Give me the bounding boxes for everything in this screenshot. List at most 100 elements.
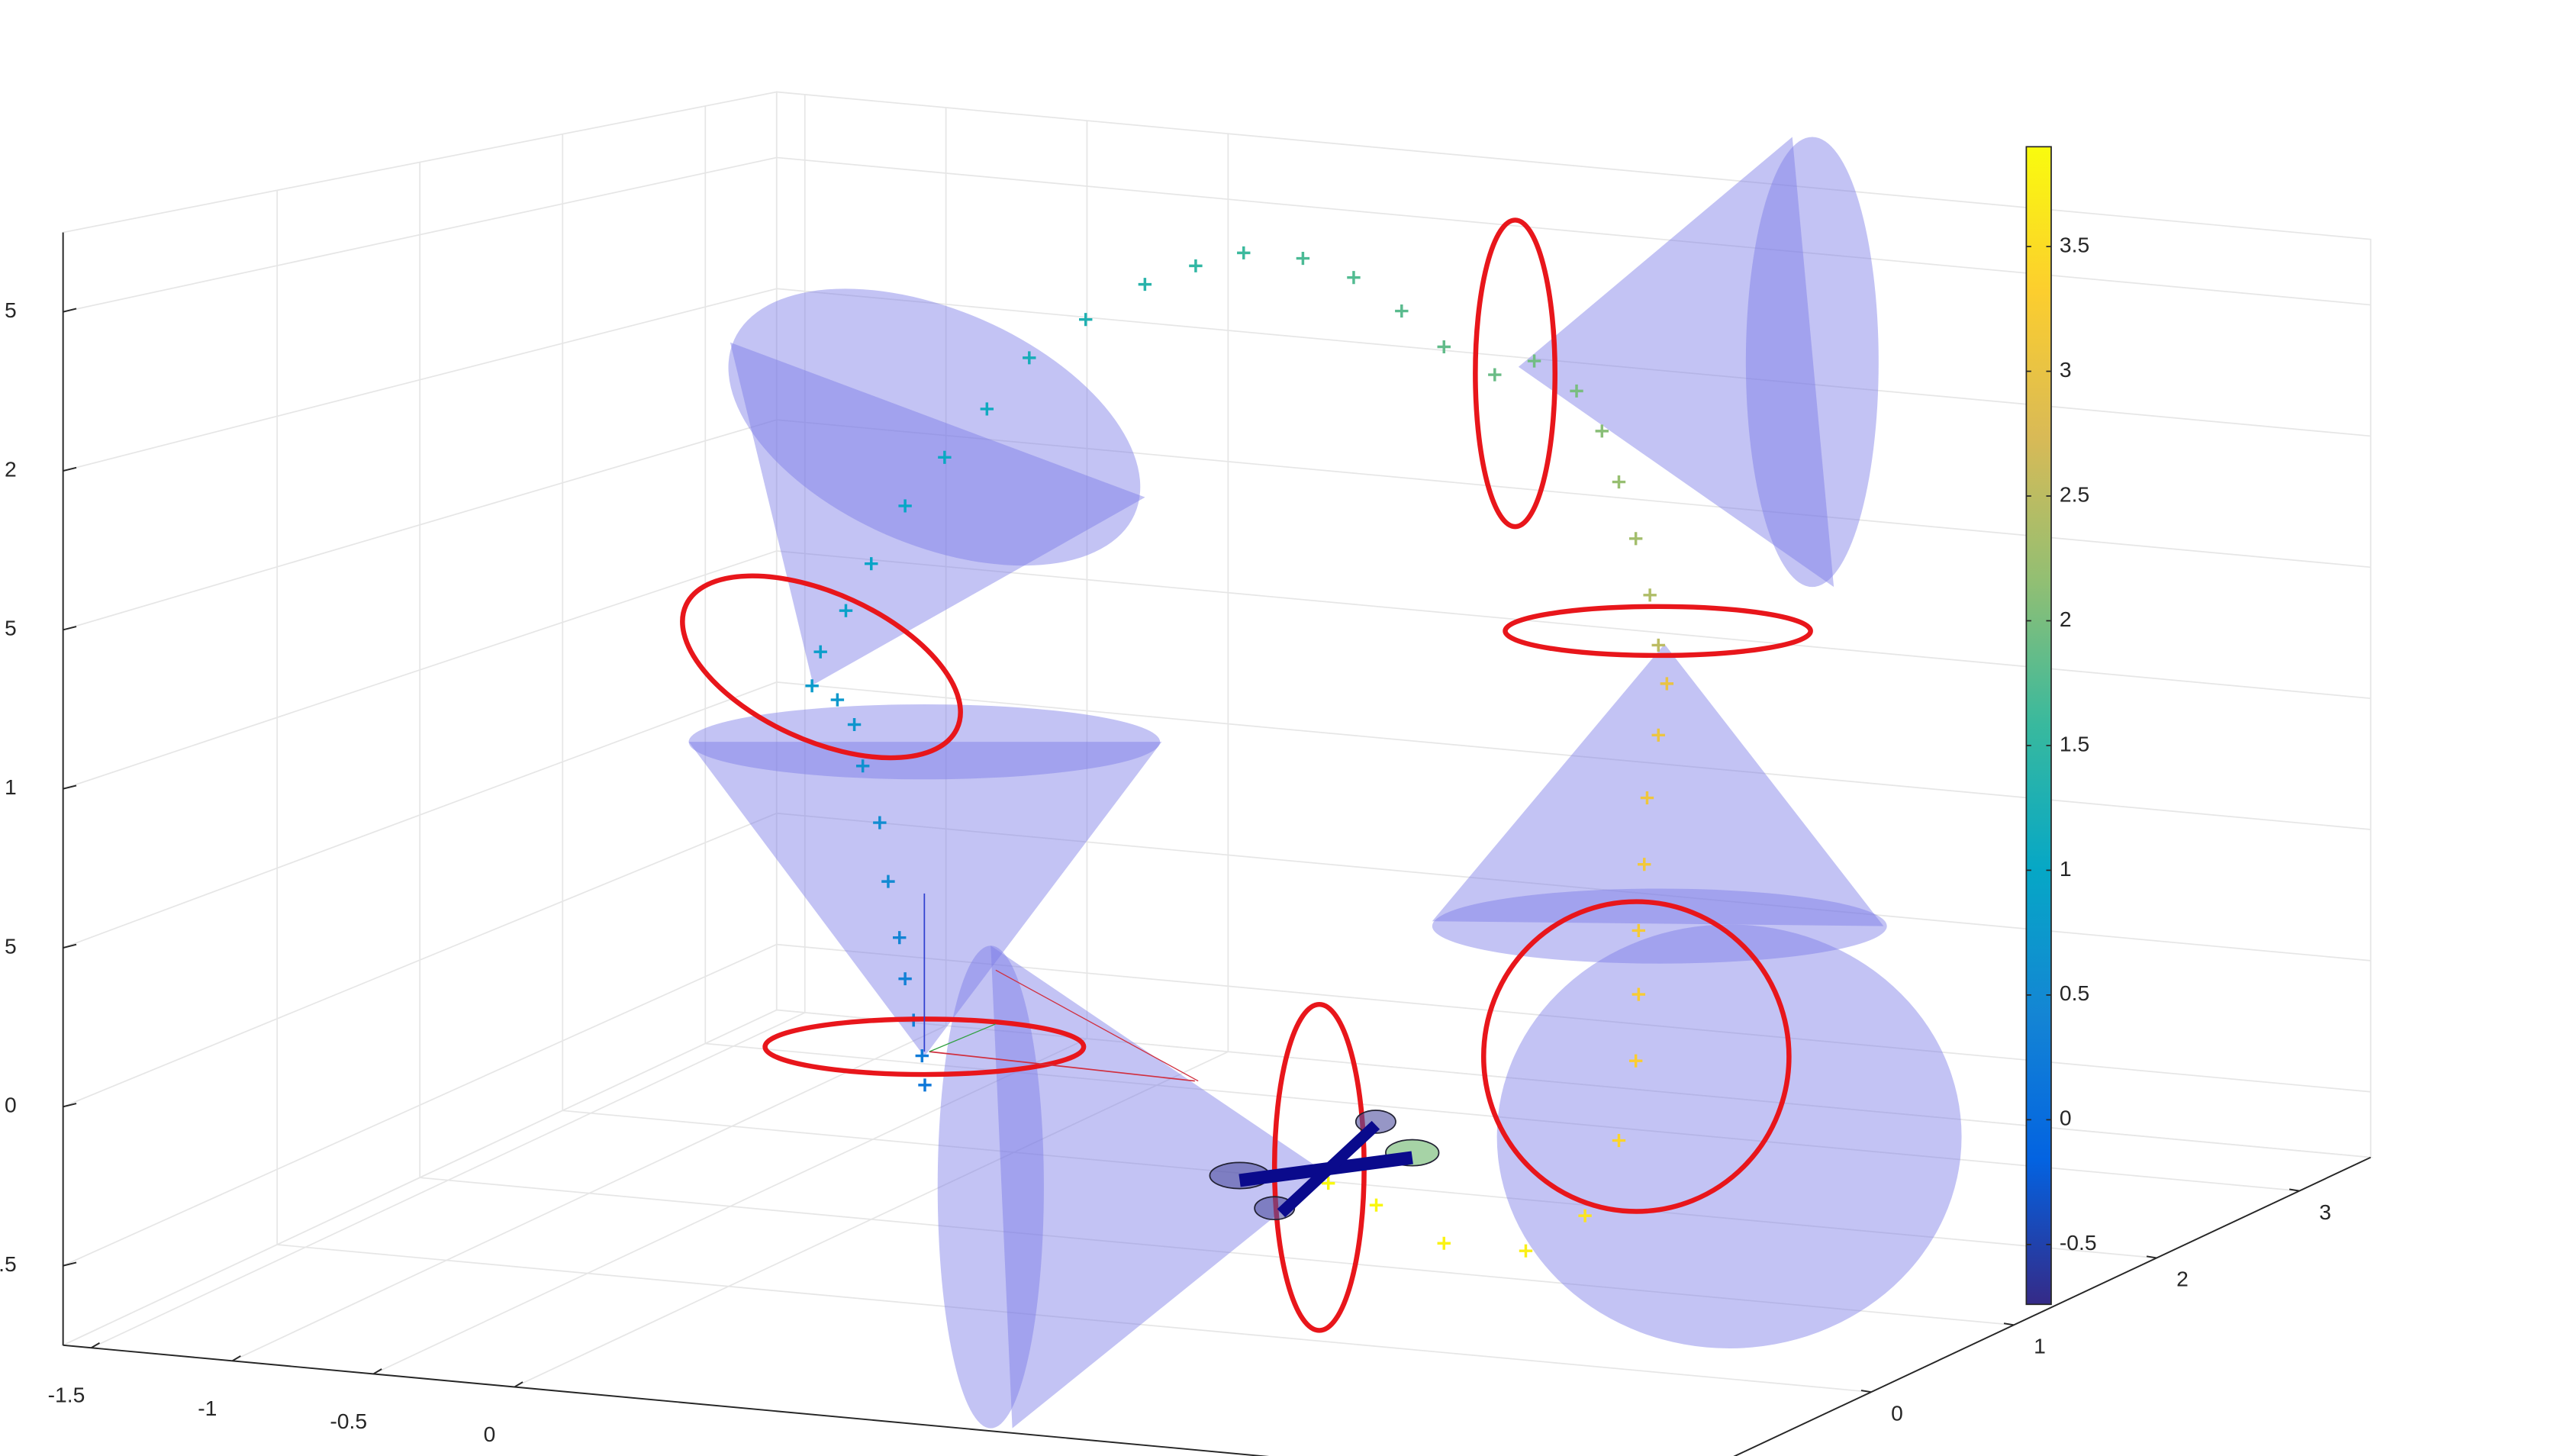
x-tick [231,1355,241,1362]
trajectory-marker [805,679,819,693]
trajectory-marker [1395,304,1409,318]
colorbar-tick-label: 1 [2060,857,2072,881]
trajectory-marker [1437,1236,1451,1250]
arm [1277,1120,1380,1218]
gate [1503,604,1813,659]
trajectory-marker [1638,858,1651,871]
cone-base [688,704,1161,780]
trajectory [805,246,1674,1258]
trajectory-marker [980,402,994,416]
cone [1432,643,1884,926]
grid-line [514,1051,1229,1388]
z-tick-label: .5 [0,1252,17,1276]
colorbar-tick-label: -0.5 [2060,1231,2097,1255]
z-tick-label: 5 [5,298,17,322]
grid-line [420,1177,2015,1326]
trajectory-marker [893,931,907,945]
quadrotor [923,893,1440,1221]
trajectory-marker [1643,588,1657,602]
gate [1480,899,1792,1214]
x-tick-label: -0.5 [330,1409,367,1433]
trajectory-marker [1628,1054,1643,1068]
cones [688,137,1962,1429]
x-tick [372,1368,382,1375]
cone [730,342,1145,685]
grid-line [776,288,2371,437]
trajectory-marker [855,759,870,773]
trajectory-marker [1578,1209,1592,1222]
y-tick-label: 2 [2176,1268,2189,1291]
x-tick-label: -1 [198,1396,217,1420]
z-tick [63,1103,77,1108]
trajectory-marker [938,450,952,464]
trajectory-marker [915,1049,929,1063]
grid-line [776,812,2371,962]
trajectory-marker [1519,1244,1533,1258]
cone-base [728,288,1141,566]
y-tick-label: 3 [2319,1200,2331,1224]
trajectory-marker [898,499,912,513]
grid-line [232,1025,946,1362]
cone-base [1496,924,1962,1348]
cone-base [1432,888,1887,964]
gate [680,573,963,761]
grid-line [776,550,2371,700]
axes-box: 5 2 5 1 5 0 .5 -1.5 -1 -0.5 0 0 1 2 3 [0,91,2373,1456]
x-tick-label: -1.5 [48,1384,85,1407]
cone-base [1745,137,1879,588]
x-tick [514,1381,523,1388]
trajectory-marker [1023,351,1036,365]
trajectory-marker [847,717,862,732]
body-axis [995,969,1199,1082]
z-tick-label: 0 [5,1094,17,1117]
y-tick [2146,1255,2157,1259]
trajectory-marker [1079,313,1093,327]
z-tick [63,466,77,472]
trajectory-marker [830,693,845,707]
y-tick [1860,1390,1872,1393]
trajectory-marker [1631,987,1646,1001]
x-tick [91,1342,100,1349]
colorbar: -0.5 0 0.5 1 1.5 2 2.5 3 3.5 [2025,146,2097,1306]
cone [990,945,1328,1429]
gate [1473,217,1558,530]
grid-line [776,943,2371,1093]
colorbar-tick-label: 3 [2060,358,2072,382]
trajectory-marker [865,557,878,571]
trajectory-marker [881,875,895,888]
z-tick [63,943,77,949]
trajectory-marker [1631,923,1646,937]
trajectory-marker [1488,368,1502,382]
z-tick-label: 2 [5,458,17,482]
grid-line [776,681,2371,830]
x-tick-label: 0 [484,1422,496,1446]
trajectory-marker [1138,278,1152,292]
y-tick-label: 0 [1891,1402,1903,1425]
trajectory-marker [1527,354,1541,368]
y-tick [2003,1322,2015,1326]
trajectory-marker [839,604,853,617]
z-tick [63,1261,77,1267]
y-tick-label: 1 [2034,1335,2046,1358]
grid-line [776,156,2371,306]
grid-line [277,1244,1872,1393]
body-axis [929,1023,997,1052]
z-tick [63,626,77,631]
trajectory-marker [1437,340,1451,354]
colorbar-tick-label: 2 [2060,607,2072,631]
trajectory-marker [1612,475,1626,489]
colorbar-gradient [2025,146,2052,1306]
colorbar-tick-label: 2.5 [2060,483,2089,507]
z-tick-label: 1 [5,775,17,799]
trajectory-marker [1651,728,1665,742]
cone [1518,137,1834,588]
colorbar-tick-label: 0 [2060,1106,2072,1130]
trajectory-marker [898,972,912,986]
y-tick [2289,1188,2300,1192]
z-tick-label: 5 [5,617,17,640]
body-axis [929,1051,1195,1082]
trajectory-marker [813,645,827,659]
z-tick-label: 5 [5,935,17,958]
